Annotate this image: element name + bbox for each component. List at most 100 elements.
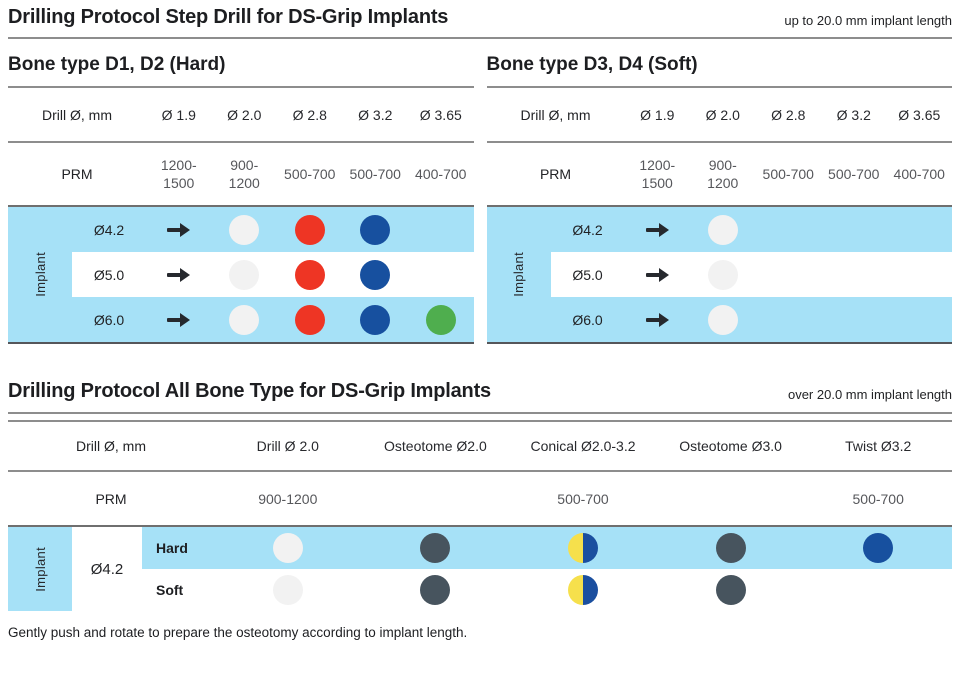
- drill-size: Ø 3.2: [358, 106, 393, 123]
- protocol-cell: [214, 527, 362, 569]
- page-header: Drilling Protocol Step Drill for DS-Grip…: [8, 6, 952, 39]
- protocol-cell: [343, 297, 409, 342]
- prm-label: PRM: [61, 166, 93, 182]
- prm-row: PRM 1200-1500 900-1200 500-700 500-700 4…: [486, 143, 952, 207]
- drill-diameter-label: Drill Ø, mm: [520, 106, 591, 123]
- protocol-cell: [756, 207, 822, 252]
- protocol-dot: [425, 304, 456, 335]
- prm-value: 500-700: [852, 490, 904, 507]
- protocol-cell: [362, 569, 510, 611]
- drill-size: Ø 3.65: [898, 106, 941, 123]
- arrow-right-icon: [167, 312, 191, 328]
- drill-size: Ø 1.9: [161, 106, 196, 123]
- protocol-cell: [624, 252, 690, 297]
- arrow-right-icon: [645, 312, 669, 328]
- drill-size: Ø 2.0: [705, 106, 740, 123]
- protocol-cell: [690, 207, 756, 252]
- divider-line: [8, 420, 952, 422]
- implant-axis-label: Implant: [511, 252, 526, 297]
- implant-protocol-rows: Implant Ø4.2 Ø5.0 Ø6.0: [8, 207, 474, 344]
- prm-value: 400-700: [893, 165, 945, 182]
- protocol-cell: [146, 207, 212, 252]
- protocol-cell: [343, 207, 409, 252]
- drill-header-row: Drill Ø, mm Ø 1.9 Ø 2.0 Ø 2.8 Ø 3.2 Ø 3.…: [8, 88, 474, 143]
- implant-size-label: Ø6.0: [572, 311, 603, 328]
- protocol-cell: [887, 297, 953, 342]
- implant-size-label: Ø4.2: [90, 560, 124, 578]
- protocol-dot: [567, 575, 598, 605]
- drill-diameter-label: Drill Ø, mm: [76, 438, 146, 454]
- drill-size: Ø 2.8: [292, 106, 327, 123]
- drill-size: Ø 2.0: [227, 106, 262, 123]
- prm-value: 900-1200: [707, 156, 739, 191]
- drill-size: Ø 3.65: [419, 106, 462, 123]
- tool-column: Osteotome Ø2.0: [384, 438, 487, 454]
- protocol-cell: [212, 297, 278, 342]
- protocol-cell: [408, 297, 474, 342]
- tool-column: Drill Ø 2.0: [256, 438, 319, 454]
- implant-axis-label: Implant: [32, 252, 48, 297]
- protocol-dot: [360, 304, 391, 335]
- protocol-cell: [277, 207, 343, 252]
- protocol-cell: [214, 569, 362, 611]
- prm-value: 900-1200: [258, 490, 318, 507]
- protocol-dot: [294, 304, 325, 335]
- prm-row: PRM 900-1200 500-700 500-700: [8, 472, 952, 527]
- protocol-dot: [360, 259, 391, 290]
- prm-value: 1200-1500: [639, 156, 676, 191]
- implant-size-label: Ø4.2: [572, 221, 603, 238]
- implant-size-label: Ø5.0: [550, 252, 625, 297]
- protocol-cell: [625, 207, 691, 252]
- protocol-cell: [656, 527, 805, 569]
- bone-type-heading-hard: Bone type D1, D2 (Hard): [8, 51, 474, 88]
- footnote: Gently push and rotate to prepare the os…: [8, 625, 468, 640]
- protocol-cell: [212, 207, 278, 252]
- arrow-right-icon: [167, 267, 191, 283]
- protocol-dot: [715, 575, 746, 605]
- protocol-cell: [277, 252, 343, 297]
- arrow-right-icon: [167, 222, 191, 238]
- implant-length-note-2: over 20.0 mm implant length: [787, 387, 952, 402]
- protocol-dot: [229, 259, 260, 290]
- protocol-cell: [657, 569, 805, 611]
- implant-axis: Implant: [8, 207, 72, 342]
- protocol-dot: [707, 259, 738, 290]
- protocol-cell: [625, 297, 691, 342]
- protocol-cell: [821, 207, 887, 252]
- all-bone-header: Drilling Protocol All Bone Type for DS-G…: [8, 380, 952, 414]
- page-title: Drilling Protocol Step Drill for DS-Grip…: [8, 6, 449, 28]
- protocol-cell: [887, 207, 953, 252]
- protocol-cell: [756, 297, 822, 342]
- prm-value: 1200-1500: [160, 156, 197, 191]
- bone-hardness-label: Hard: [142, 527, 214, 569]
- bone-hardness-label: Soft: [156, 582, 184, 598]
- protocol-cell: [277, 297, 343, 342]
- protocol-cell: [821, 297, 887, 342]
- protocol-dot: [715, 533, 746, 563]
- implant-size-label: Ø6.0: [93, 311, 125, 328]
- tool-header-row: Drill Ø, mm Drill Ø 2.0 Osteotome Ø2.0 C…: [8, 422, 952, 472]
- protocol-dot: [420, 575, 451, 605]
- tool-column: Twist Ø3.2: [845, 438, 912, 454]
- implant-axis-label: Implant: [32, 546, 48, 592]
- prm-label: PRM: [539, 166, 572, 182]
- protocol-dot: [294, 214, 325, 245]
- all-bone-section: Drilling Protocol All Bone Type for DS-G…: [8, 380, 952, 640]
- protocol-cell: [146, 297, 212, 342]
- prm-value: 500-700: [557, 490, 609, 507]
- implant-axis: Implant: [487, 207, 551, 342]
- prm-row: PRM 1200-1500 900-1200 500-700 500-700 4…: [8, 143, 474, 207]
- protocol-dot: [707, 214, 738, 245]
- prm-value: 500-700: [349, 165, 401, 182]
- implant-length-note: up to 20.0 mm implant length: [784, 13, 952, 28]
- protocol-cell: [211, 252, 277, 297]
- protocol-dot: [229, 304, 260, 335]
- tool-column: Osteotome Ø3.0: [679, 438, 782, 454]
- tool-column: Conical Ø2.0-3.2: [530, 438, 636, 454]
- prm-label: PRM: [95, 490, 127, 507]
- drill-header-row: Drill Ø, mm Ø 1.9 Ø 2.0 Ø 2.8 Ø 3.2 Ø 3.…: [486, 88, 952, 143]
- protocol-dot: [229, 214, 260, 245]
- protocol-cell: [821, 252, 887, 297]
- drill-size: Ø 3.2: [836, 106, 871, 123]
- protocol-dot: [567, 533, 598, 563]
